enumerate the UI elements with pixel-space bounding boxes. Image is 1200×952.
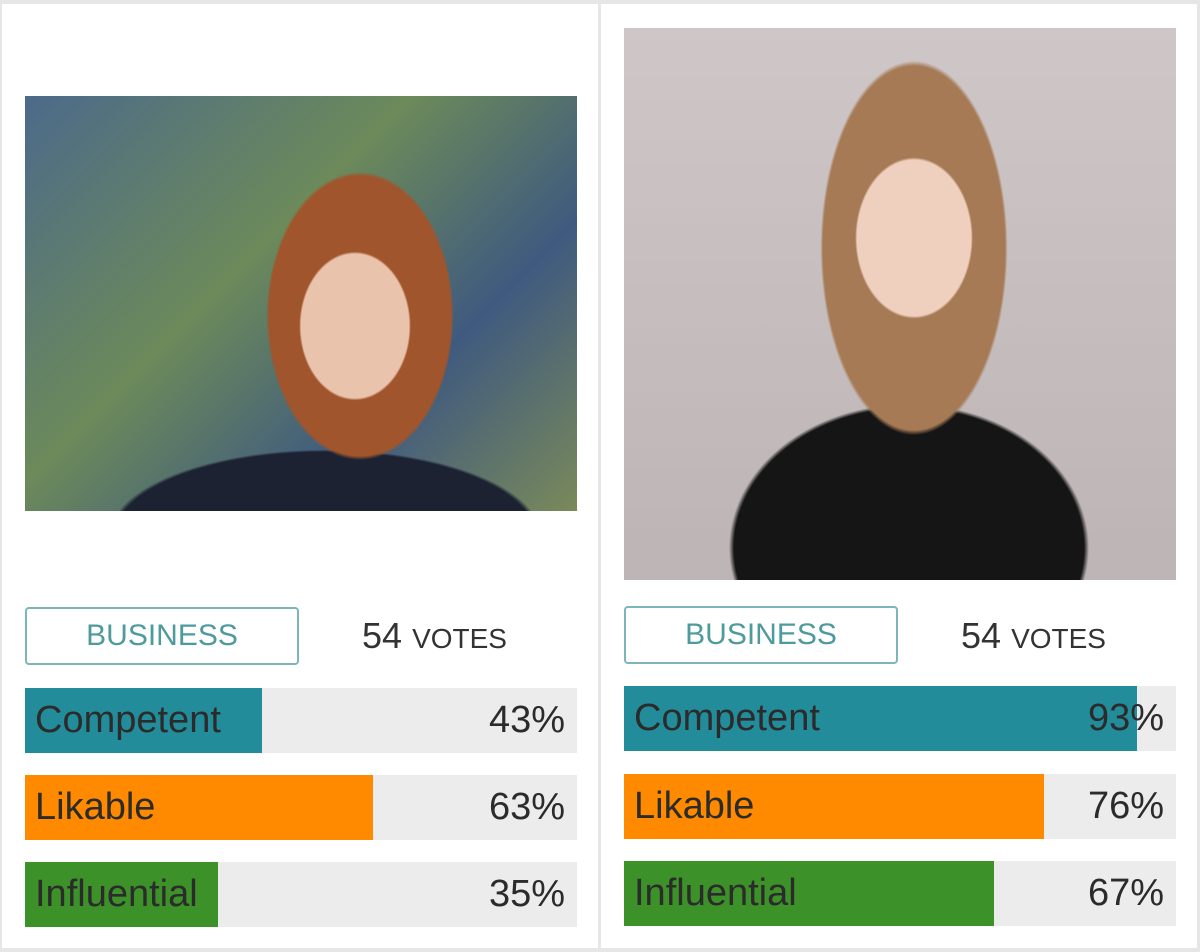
bar-fill xyxy=(25,688,263,753)
bar-label: Likable xyxy=(35,786,156,828)
bar-label: Influential xyxy=(35,873,198,915)
rating-bar-competent: Competent 93% xyxy=(624,686,1176,751)
rating-bar-likable: Likable 63% xyxy=(25,775,577,840)
bar-fill xyxy=(624,774,1044,839)
rating-bar-likable: Likable 76% xyxy=(624,774,1176,839)
profile-photo xyxy=(624,28,1176,580)
votes-number: 54 xyxy=(961,615,1002,656)
vote-count: 54 VOTES xyxy=(961,610,1106,665)
bar-fill xyxy=(624,686,1138,751)
bar-label: Competent xyxy=(35,699,221,741)
profile-card-right: BUSINESS 54 VOTES Competent 93% Likable 76… xyxy=(601,4,1197,948)
profile-card-left: BUSINESS 54 VOTES Competent 43% Likable 63… xyxy=(2,4,598,948)
rating-bar-competent: Competent 43% xyxy=(25,688,577,753)
votes-number: 54 xyxy=(362,615,403,656)
votes-label: VOTES xyxy=(412,623,507,654)
rating-bar-influential: Influential 35% xyxy=(25,862,577,927)
bar-percent: 93% xyxy=(1087,697,1164,739)
bar-percent: 35% xyxy=(488,873,565,915)
bar-fill xyxy=(624,861,994,926)
bar-label: Competent xyxy=(634,697,820,739)
bar-fill xyxy=(25,775,373,840)
category-badge[interactable]: BUSINESS xyxy=(25,607,299,665)
vote-count: 54 VOTES xyxy=(362,610,507,665)
bar-fill xyxy=(25,862,219,927)
votes-label: VOTES xyxy=(1011,623,1106,654)
rating-bar-influential: Influential 67% xyxy=(624,861,1176,926)
profile-photo xyxy=(25,96,577,511)
bar-label: Influential xyxy=(634,872,797,914)
bar-label: Likable xyxy=(634,785,755,827)
category-badge[interactable]: BUSINESS xyxy=(624,606,898,664)
bar-percent: 43% xyxy=(488,699,565,741)
bar-percent: 63% xyxy=(488,786,565,828)
bar-percent: 67% xyxy=(1087,872,1164,914)
bar-percent: 76% xyxy=(1087,785,1164,827)
